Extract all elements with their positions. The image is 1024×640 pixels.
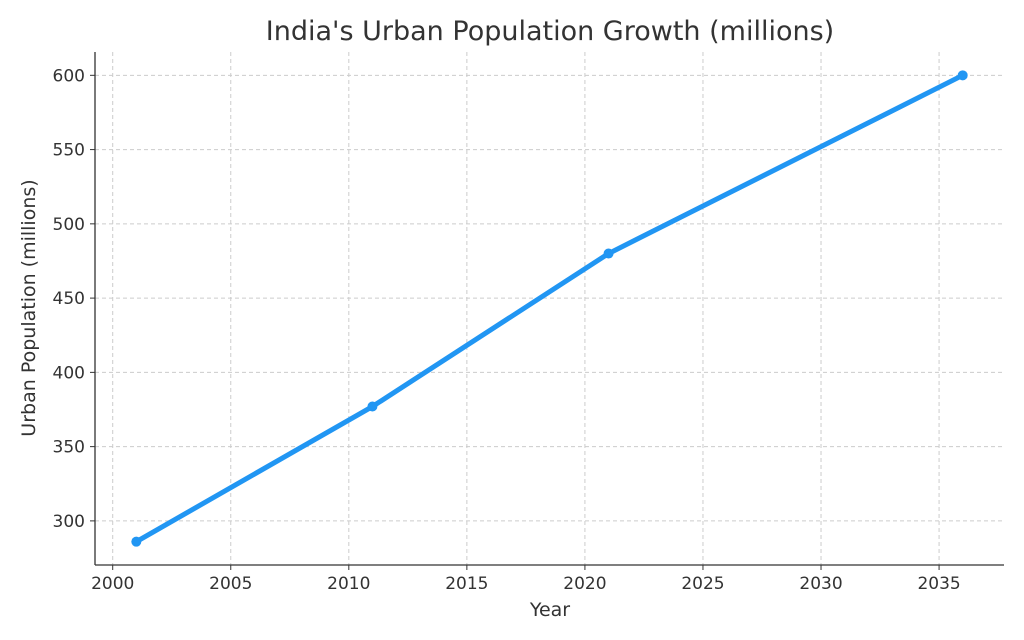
chart-title: India's Urban Population Growth (million… (266, 16, 834, 47)
x-tick-label: 2000 (91, 574, 134, 594)
series-line (133, 72, 966, 545)
axes (94, 52, 1004, 566)
x-tick-label: 2035 (917, 574, 960, 594)
data-point (603, 248, 614, 259)
x-tick-label: 2025 (681, 574, 724, 594)
ticks: 2000 2005 2010 2015 2020 2025 2030 2035 300 350 40… (53, 66, 961, 594)
grid (95, 52, 1004, 565)
series (131, 70, 968, 547)
x-tick-label: 2020 (563, 574, 606, 594)
x-tick-label: 2030 (799, 574, 842, 594)
x-tick-label: 2010 (327, 574, 370, 594)
y-tick-label: 450 (53, 289, 85, 309)
y-tick-label: 550 (53, 141, 85, 161)
y-tick-label: 300 (53, 512, 85, 532)
x-axis-label: Year (529, 599, 570, 621)
y-tick-label: 500 (53, 215, 85, 235)
y-axis-label: Urban Population (millions) (18, 179, 40, 436)
data-point (957, 70, 968, 81)
x-tick-label: 2005 (209, 574, 252, 594)
x-tick-label: 2015 (445, 574, 488, 594)
data-point (367, 401, 378, 412)
y-tick-label: 400 (53, 363, 85, 383)
y-tick-label: 600 (53, 66, 85, 86)
y-tick-label: 350 (53, 438, 85, 458)
data-point (131, 536, 142, 547)
